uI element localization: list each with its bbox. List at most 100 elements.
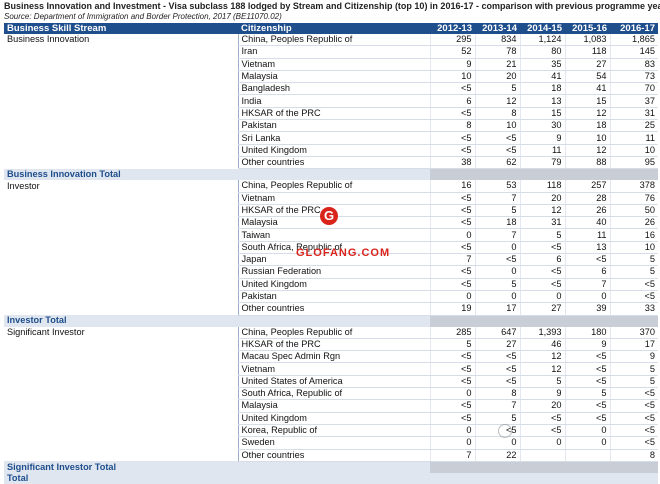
value-cell: 33: [609, 302, 658, 316]
value-cell: 370: [609, 326, 658, 339]
value-cell: 5: [519, 375, 565, 389]
value-cell: 8: [429, 119, 475, 133]
value-cell: 8: [474, 387, 520, 401]
value-cell: 62: [474, 156, 520, 170]
value-cell: 18: [474, 216, 520, 230]
value-cell: <5: [564, 399, 610, 413]
table-row: India 6 12 13 15 37: [4, 94, 658, 108]
citizenship-cell: Malaysia: [237, 399, 430, 413]
value-cell: 12: [474, 94, 520, 108]
value-cell: 0: [474, 436, 520, 450]
value-cell: 11: [519, 144, 565, 157]
value-cell: 26: [609, 216, 658, 230]
value-cell: 38: [429, 156, 475, 170]
value-cell: 19: [429, 302, 475, 316]
value-cell: <5: [429, 107, 475, 121]
stream-cell: [4, 58, 238, 70]
value-cell: <5: [429, 131, 475, 145]
stream-cell: [4, 351, 238, 363]
value-cell: 53: [474, 180, 520, 193]
table-source: Source: Department of Immigration and Bo…: [4, 12, 282, 21]
table-row: Malaysia <5 7 20 <5 <5: [4, 399, 658, 413]
value-cell: 0: [519, 436, 565, 450]
value-cell: <5: [519, 241, 565, 255]
value-cell: 11: [609, 131, 658, 145]
value-cell: 5: [609, 265, 658, 279]
citizenship-cell: Vietnam: [237, 58, 430, 71]
value-cell: 118: [519, 180, 565, 193]
value-cell: 5: [519, 228, 565, 242]
value-cell: <5: [609, 436, 658, 450]
value-cell: <5: [429, 82, 475, 96]
citizenship-cell: Taiwan: [237, 228, 430, 242]
stream-cell: [4, 229, 238, 241]
value-cell: 0: [429, 436, 475, 450]
table-row: Investor China, Peoples Republic of 16 53 11…: [4, 180, 658, 193]
value-cell: 17: [474, 302, 520, 316]
group-total-label: Significant Investor Total: [4, 461, 238, 473]
value-cell: <5: [474, 144, 520, 157]
table-row: Pakistan 0 0 0 0 <5: [4, 290, 658, 304]
value-cell: 15: [564, 94, 610, 108]
citizenship-cell: Sweden: [237, 436, 430, 450]
citizenship-cell: Bangladesh: [237, 82, 430, 96]
table-row: Other countries 7 22 8: [4, 449, 658, 462]
citizenship-cell: Vietnam: [237, 362, 430, 376]
header-year: 2013-14: [475, 23, 520, 34]
stream-cell: [4, 144, 238, 156]
citizenship-cell: HKSAR of the PRC: [237, 338, 430, 352]
value-cell: <5: [474, 131, 520, 145]
citizenship-cell: China, Peoples Republic of: [237, 180, 430, 193]
stream-cell: [4, 156, 238, 168]
value-cell: 1,393: [519, 326, 565, 339]
group-total-row: Business Innovation Total: [4, 168, 658, 181]
value-cell: 88: [564, 156, 610, 170]
value-cell: 83: [609, 58, 658, 71]
value-cell: 5: [609, 253, 658, 267]
value-cell: 0: [519, 290, 565, 304]
table-row: Pakistan 8 10 30 18 25: [4, 119, 658, 133]
value-cell: 5: [564, 387, 610, 401]
value-cell: 10: [564, 131, 610, 145]
group-total-blank: [238, 315, 430, 327]
stream-cell: [4, 437, 238, 449]
value-cell: 9: [609, 350, 658, 364]
value-cell: 7: [474, 228, 520, 242]
value-cell: 12: [519, 204, 565, 218]
value-cell: <5: [429, 216, 475, 230]
citizenship-cell: Korea, Republic of: [237, 424, 430, 438]
citizenship-cell: Malaysia: [237, 216, 430, 230]
citizenship-cell: Macau Spec Admin Rgn: [237, 350, 430, 364]
value-cell: 20: [519, 192, 565, 205]
value-cell: 6: [519, 253, 565, 267]
value-cell: <5: [474, 350, 520, 364]
value-cell: <5: [429, 265, 475, 279]
value-cell: 10: [429, 70, 475, 84]
citizenship-cell: Russian Federation: [237, 265, 430, 279]
header-row: Business Skill Stream Citizenship 2012-1…: [4, 23, 658, 34]
group-total-label: Investor Total: [4, 315, 238, 327]
value-cell: 12: [564, 107, 610, 121]
stream-cell: Business Innovation: [7, 34, 90, 45]
table-row: Other countries 38 62 79 88 95: [4, 156, 658, 170]
value-cell: 70: [609, 82, 658, 96]
value-cell: 5: [474, 82, 520, 96]
value-cell: 7: [474, 192, 520, 205]
group-total-blank: [238, 168, 430, 181]
value-cell: 9: [429, 58, 475, 71]
value-cell: <5: [474, 375, 520, 389]
value-cell: <5: [609, 290, 658, 304]
grand-total-label: Total: [4, 472, 658, 484]
citizenship-cell: China, Peoples Republic of: [237, 326, 430, 339]
value-cell: 20: [519, 399, 565, 413]
stream-cell: [4, 290, 238, 302]
value-cell: 25: [609, 119, 658, 133]
stream-cell: Investor: [7, 180, 40, 191]
group-total-row: Significant Investor Total: [4, 461, 658, 473]
value-cell: 0: [429, 387, 475, 401]
value-cell: 40: [564, 216, 610, 230]
value-cell: 22: [474, 449, 520, 462]
stream-cell: [4, 400, 238, 412]
value-cell: 28: [564, 192, 610, 205]
stream-cell: [4, 192, 238, 204]
